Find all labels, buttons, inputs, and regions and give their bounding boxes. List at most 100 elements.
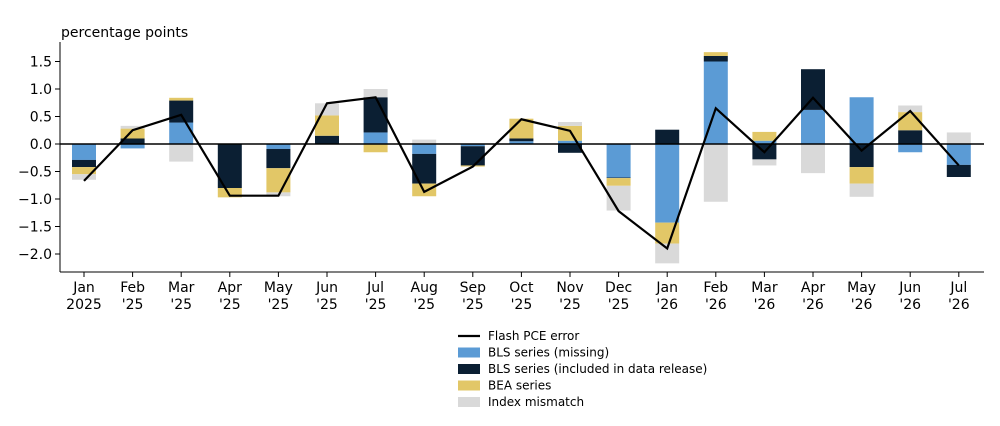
x-tick-label-month: Feb	[120, 280, 145, 296]
bar-bea-series-3	[217, 188, 242, 198]
bar-index-mismatch-15	[801, 144, 825, 174]
x-tick-label-year: '25	[170, 297, 192, 313]
y-tick-label: −1.5	[18, 220, 52, 236]
bar-bls-series-missing--14	[752, 140, 777, 144]
x-tick-label-month: Jul	[366, 280, 384, 296]
bar-index-mismatch-0	[72, 174, 96, 180]
bar-index-mismatch-17	[898, 105, 923, 113]
legend-swatch-box	[458, 364, 480, 374]
bar-bea-series-16	[849, 167, 874, 184]
bar-bls-series-included-in-data-release--2	[169, 100, 194, 123]
x-tick-label-year: '25	[316, 297, 338, 313]
x-tick-label-month: Jun	[898, 280, 921, 296]
bar-index-mismatch-18	[946, 132, 971, 144]
bar-bls-series-included-in-data-release--17	[898, 130, 923, 144]
bar-bea-series-1	[120, 128, 145, 139]
x-tick-label-year: '25	[462, 297, 484, 313]
bar-bls-series-missing--0	[72, 144, 96, 160]
legend-label: Index mismatch	[488, 395, 584, 409]
x-tick-label-year: '25	[365, 297, 387, 313]
x-tick-label-month: Nov	[556, 280, 583, 296]
x-tick-label-month: Jan	[655, 280, 678, 296]
x-tick-label-year: '25	[511, 297, 533, 313]
bar-bls-series-missing--7	[412, 144, 437, 154]
bar-bea-series-2	[169, 97, 194, 101]
y-tick-label: 0.5	[30, 110, 52, 126]
y-axis-label: percentage points	[61, 25, 188, 41]
bar-bea-series-11	[606, 178, 631, 186]
bar-index-mismatch-7	[412, 139, 437, 144]
bar-bea-series-5	[315, 115, 339, 136]
bar-bls-series-included-in-data-release--18	[946, 164, 971, 177]
legend-swatch-box	[458, 397, 480, 407]
y-tick-label: −2.0	[18, 247, 52, 263]
x-tick-label-year: '25	[608, 297, 630, 313]
bar-index-mismatch-12	[655, 243, 680, 264]
x-tick-label-month: Dec	[605, 280, 632, 296]
bar-bls-series-missing--12	[655, 144, 680, 223]
x-tick-label-year: '26	[754, 297, 776, 313]
x-tick-label-month: Aug	[411, 280, 438, 296]
x-tick-label-month: Jun	[315, 280, 338, 296]
x-tick-label-year: '25	[268, 297, 290, 313]
bar-index-mismatch-14	[752, 159, 777, 166]
legend-swatch-box	[458, 347, 480, 358]
x-tick-label-year: '26	[705, 297, 727, 313]
bar-bls-series-included-in-data-release--12	[655, 129, 680, 144]
bar-bls-series-missing--9	[509, 141, 534, 144]
x-tick-label-month: Apr	[801, 280, 825, 296]
x-tick-label-month: Jul	[949, 280, 967, 296]
bar-bls-series-missing--11	[606, 144, 631, 178]
x-tick-label-year: '26	[851, 297, 873, 313]
x-tick-label-year: '25	[122, 297, 144, 313]
x-tick-label-year: '26	[802, 297, 824, 313]
bar-bls-series-included-in-data-release--1	[120, 138, 145, 144]
y-tick-label: −0.5	[18, 165, 52, 181]
legend: Flash PCE error BLS series (missing) BLS s…	[458, 329, 707, 409]
bar-bls-series-included-in-data-release--13	[703, 56, 728, 62]
bar-bls-series-missing--17	[898, 144, 923, 153]
x-tick-label-month: Feb	[703, 280, 728, 296]
bar-index-mismatch-1	[120, 125, 145, 129]
bar-bls-series-included-in-data-release--8	[460, 146, 485, 166]
flash-pce-error-line	[83, 96, 960, 251]
x-tick-label-year: '26	[948, 297, 970, 313]
x-tick-label-month: May	[847, 280, 876, 296]
pce-line-layer	[83, 96, 960, 251]
bar-index-mismatch-13	[703, 144, 728, 202]
bar-bls-series-missing--10	[558, 140, 582, 144]
legend-label: BLS series (missing)	[488, 346, 609, 360]
axes: 1.51.00.50.0−0.5−1.0−1.5−2.0Jan2025Feb'2…	[18, 42, 984, 313]
bar-bls-series-missing--6	[363, 132, 388, 144]
legend-label: Flash PCE error	[488, 329, 579, 343]
bar-bls-series-missing--16	[849, 97, 874, 144]
x-tick-label-year: '26	[656, 297, 678, 313]
legend-label: BLS series (included in data release)	[488, 362, 707, 376]
x-tick-label-year: 2025	[66, 297, 102, 313]
x-tick-label-month: Sep	[460, 280, 487, 296]
legend-label: BEA series	[488, 379, 551, 393]
bar-bls-series-included-in-data-release--15	[801, 69, 825, 110]
y-tick-label: 0.0	[30, 137, 52, 153]
bar-bls-series-missing--4	[266, 144, 291, 149]
x-tick-label-month: Mar	[751, 280, 778, 296]
bar-bea-series-14	[752, 131, 777, 141]
x-tick-label-year: '25	[219, 297, 241, 313]
x-tick-label-year: '25	[559, 297, 581, 313]
bar-bls-series-missing--15	[801, 109, 825, 144]
bar-bls-series-missing--1	[120, 144, 145, 149]
bar-bea-series-13	[703, 52, 728, 56]
x-tick-label-month: Mar	[168, 280, 195, 296]
y-tick-label: 1.0	[30, 82, 52, 98]
bar-bls-series-missing--2	[169, 122, 194, 144]
bar-bls-series-missing--8	[460, 144, 485, 147]
bar-index-mismatch-2	[169, 144, 194, 162]
x-tick-label-month: Jan	[72, 280, 95, 296]
x-tick-label-month: May	[264, 280, 293, 296]
bar-bls-series-included-in-data-release--9	[509, 138, 534, 142]
bar-index-mismatch-6	[363, 89, 388, 98]
bar-bls-series-included-in-data-release--0	[72, 159, 96, 168]
bar-bls-series-included-in-data-release--16	[849, 144, 874, 168]
y-tick-label: 1.5	[30, 55, 52, 71]
